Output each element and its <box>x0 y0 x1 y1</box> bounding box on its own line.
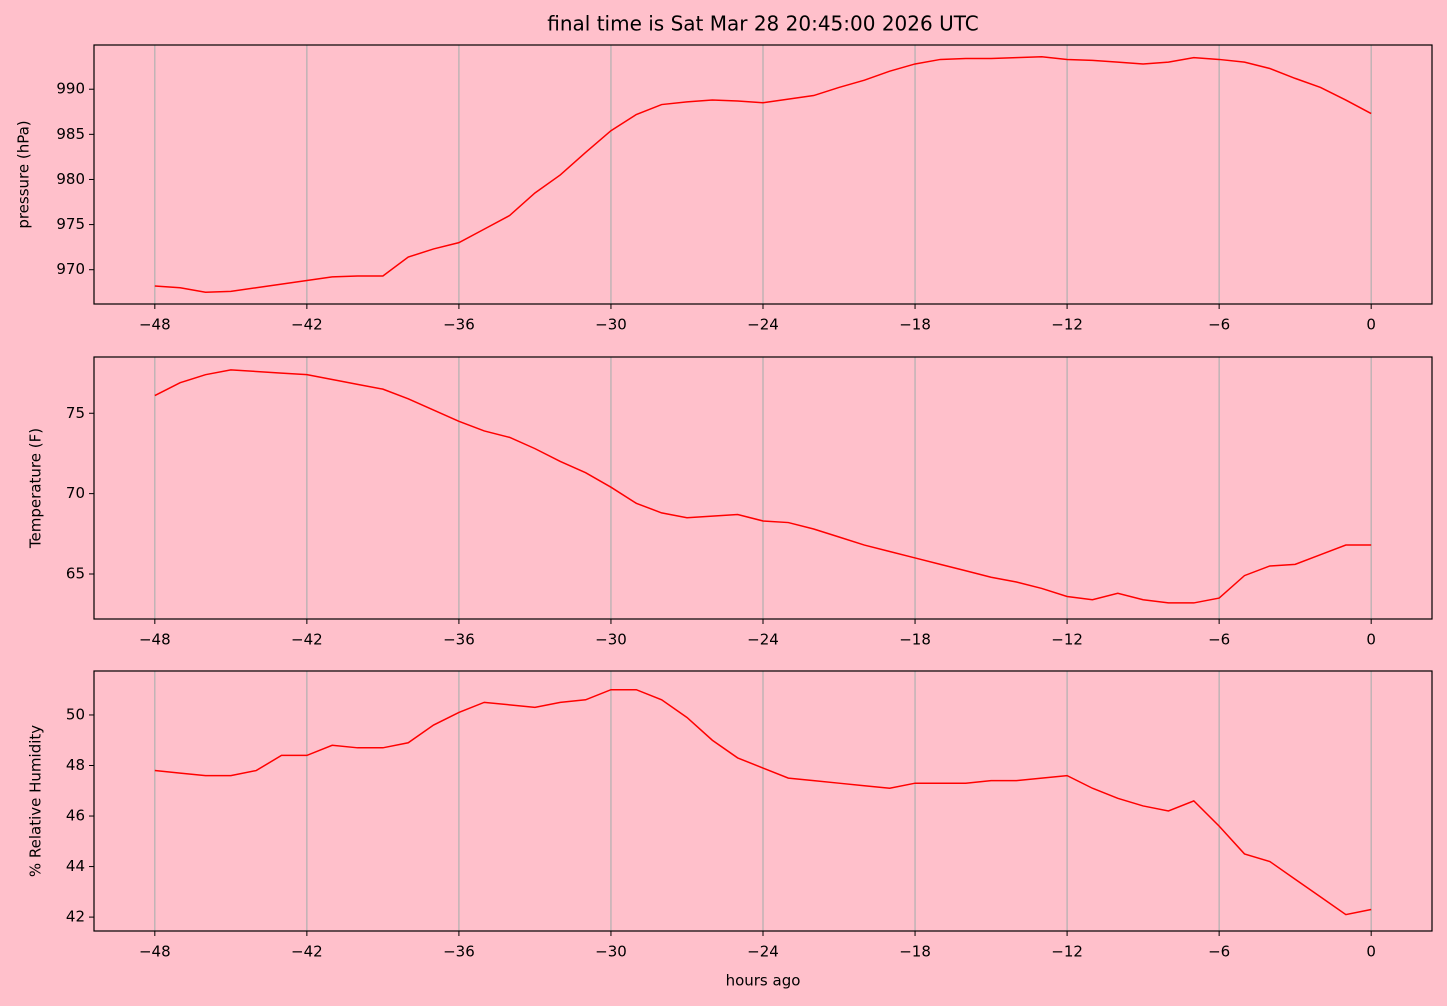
x-tick-label: −42 <box>291 631 323 649</box>
y-tick-label: 985 <box>56 125 85 143</box>
x-tick-label: −36 <box>443 316 475 334</box>
axes-frame <box>93 670 1433 932</box>
x-tick-label: −24 <box>747 631 779 649</box>
x-tick-label: −24 <box>747 316 779 334</box>
x-tick-label: 0 <box>1366 943 1376 961</box>
x-tick-label: −30 <box>595 631 627 649</box>
y-tick-label: 50 <box>66 705 85 723</box>
x-tick-label: −6 <box>1208 631 1230 649</box>
x-tick-label: −36 <box>443 943 475 961</box>
axes-frame <box>93 356 1433 620</box>
x-tick-label: −42 <box>291 943 323 961</box>
x-tick-label: −30 <box>595 316 627 334</box>
x-tick-label: −18 <box>899 631 931 649</box>
y-tick-label: 70 <box>66 484 85 502</box>
x-tick-label: −12 <box>1051 316 1083 334</box>
y-axis-label: pressure (hPa) <box>15 120 33 228</box>
x-tick-label: −18 <box>899 943 931 961</box>
x-tick-label: −48 <box>139 316 171 334</box>
line <box>154 369 1372 604</box>
x-tick-label: −24 <box>747 943 779 961</box>
y-tick-label: 980 <box>56 170 85 188</box>
x-tick-label: −48 <box>139 943 171 961</box>
y-tick-label: 970 <box>56 260 85 278</box>
axes-frame <box>93 44 1433 305</box>
y-tick-label: 46 <box>66 807 85 825</box>
y-tick-label: 990 <box>56 80 85 98</box>
y-tick-label: 65 <box>66 564 85 582</box>
x-tick-label: −36 <box>443 631 475 649</box>
x-tick-label: −42 <box>291 316 323 334</box>
x-tick-label: −18 <box>899 316 931 334</box>
x-tick-label: −6 <box>1208 316 1230 334</box>
x-tick-label: −48 <box>139 631 171 649</box>
x-tick-label: −30 <box>595 943 627 961</box>
x-tick-label: −12 <box>1051 943 1083 961</box>
line <box>154 688 1372 916</box>
x-tick-label: −6 <box>1208 943 1230 961</box>
x-tick-label: 0 <box>1366 316 1376 334</box>
x-tick-label: −12 <box>1051 631 1083 649</box>
y-tick-label: 975 <box>56 215 85 233</box>
chart-title: final time is Sat Mar 28 20:45:00 2026 U… <box>547 12 978 36</box>
y-tick-label: 44 <box>66 857 85 875</box>
x-tick-label: 0 <box>1366 631 1376 649</box>
y-axis-label: % Relative Humidity <box>27 725 45 877</box>
line <box>154 55 1372 294</box>
y-tick-label: 42 <box>66 908 85 926</box>
y-axis-label: Temperature (F) <box>27 428 45 549</box>
y-tick-label: 75 <box>66 404 85 422</box>
y-tick-label: 48 <box>66 756 85 774</box>
x-axis-label: hours ago <box>726 972 801 990</box>
